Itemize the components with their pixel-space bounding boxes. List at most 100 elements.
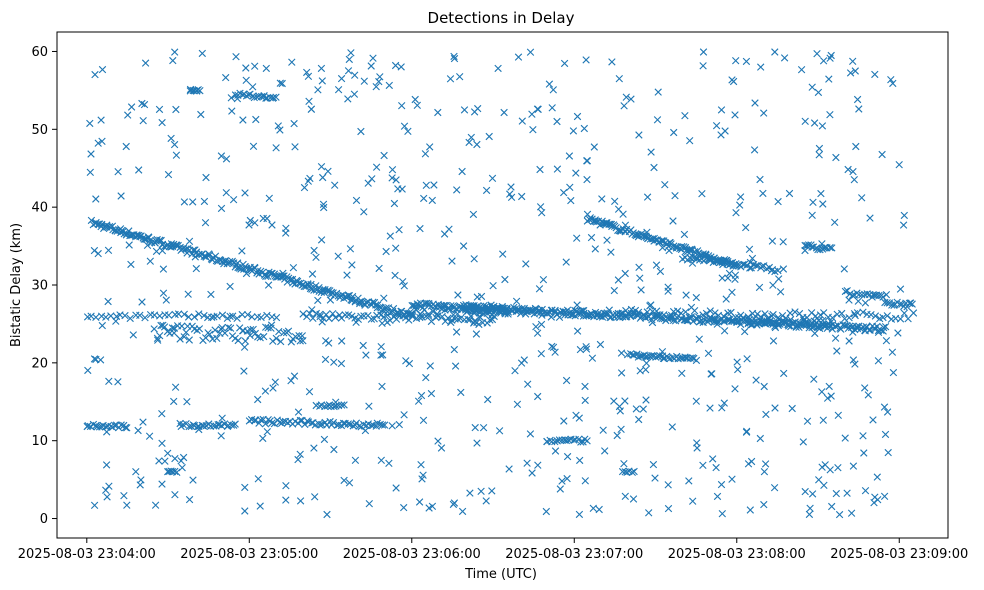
scatter-point	[234, 336, 242, 345]
scatter-point	[249, 142, 258, 150]
scatter-point	[621, 221, 630, 229]
scatter-point	[178, 464, 186, 472]
scatter-point	[434, 108, 442, 117]
x-axis-label: Time (UTC)	[464, 567, 537, 582]
scatter-point	[242, 64, 250, 72]
scatter-point	[278, 79, 286, 88]
scatter-point	[426, 362, 434, 370]
scatter-point	[591, 245, 599, 253]
scatter-point	[771, 404, 779, 412]
scatter-point	[576, 345, 585, 354]
scatter-point	[680, 230, 689, 239]
scatter-point	[499, 250, 507, 258]
scatter-point	[880, 492, 889, 500]
scatter-point	[431, 302, 439, 310]
x-tick-label: 2025-08-03 23:07:00	[505, 547, 643, 562]
scatter-point	[582, 345, 591, 353]
scatter-point	[464, 315, 472, 324]
scatter-point	[340, 401, 348, 409]
scatter-point	[762, 410, 770, 419]
scatter-point	[860, 449, 868, 457]
scatter-point	[852, 142, 860, 151]
scatter-point	[402, 357, 410, 365]
scatter-point	[617, 349, 626, 357]
scatter-point	[344, 67, 353, 75]
scatter-point	[241, 507, 249, 515]
scatter-point	[582, 343, 590, 351]
scatter-point	[416, 224, 424, 233]
scatter-point	[246, 216, 254, 225]
scatter-point	[719, 312, 728, 320]
scatter-point	[454, 315, 462, 323]
scatter-point	[126, 314, 134, 323]
scatter-point	[826, 466, 834, 474]
scatter-point	[746, 506, 754, 514]
scatter-point	[395, 420, 403, 429]
scatter-point	[759, 189, 767, 198]
scatter-point	[392, 244, 400, 252]
scatter-point	[896, 315, 905, 323]
scatter-point	[120, 230, 128, 238]
scatter-point	[560, 59, 569, 68]
scatter-point	[379, 351, 387, 359]
scatter-point	[312, 253, 320, 261]
scatter-point	[430, 181, 438, 189]
scatter-point	[217, 325, 225, 333]
scatter-point	[539, 276, 548, 284]
scatter-point	[229, 312, 237, 320]
scatter-point	[272, 334, 280, 343]
scatter-point	[305, 388, 314, 396]
scatter-point	[229, 196, 238, 204]
scatter-point	[308, 306, 316, 314]
scatter-point	[828, 314, 837, 322]
x-tick-label: 2025-08-03 23:05:00	[180, 547, 318, 562]
scatter-point	[200, 252, 208, 260]
scatter-point	[375, 264, 383, 273]
scatter-point	[658, 244, 667, 252]
scatter-point	[139, 117, 147, 125]
scatter-point	[372, 163, 381, 171]
scatter-point	[616, 407, 624, 415]
scatter-point	[728, 288, 736, 296]
scatter-point	[459, 242, 468, 250]
scatter-point	[841, 434, 849, 442]
scatter-point	[210, 422, 218, 430]
scatter-point	[789, 319, 797, 327]
scatter-point	[173, 468, 181, 476]
scatter-point	[551, 447, 560, 455]
scatter-point	[246, 326, 255, 334]
scatter-point	[367, 315, 376, 323]
scatter-point	[344, 292, 352, 300]
scatter-point	[268, 419, 276, 427]
scatter-point	[251, 219, 259, 227]
scatter-point	[861, 327, 869, 335]
scatter-point	[635, 415, 643, 424]
scatter-point	[536, 165, 544, 174]
scatter-point	[580, 124, 588, 133]
scatter-point	[361, 426, 370, 435]
scatter-point	[849, 57, 857, 65]
scatter-point	[665, 246, 673, 255]
scatter-point	[249, 83, 257, 91]
scatter-point	[434, 437, 442, 445]
scatter-point	[391, 271, 399, 280]
scatter-point	[368, 175, 376, 183]
scatter-point	[296, 337, 304, 345]
scatter-point	[475, 320, 483, 329]
scatter-point	[352, 196, 361, 205]
scatter-point	[355, 422, 363, 430]
scatter-point	[884, 448, 892, 457]
scatter-point	[261, 420, 270, 428]
scatter-point	[132, 468, 140, 476]
scatter-point	[908, 300, 916, 308]
scatter-point	[480, 302, 488, 310]
scatter-point	[845, 296, 853, 304]
scatter-point	[549, 86, 557, 94]
scatter-point	[253, 269, 261, 277]
scatter-point	[340, 476, 348, 485]
scatter-point	[514, 53, 523, 61]
scatter-point	[180, 198, 189, 206]
scatter-point	[874, 357, 883, 365]
scatter-point	[601, 447, 609, 455]
scatter-point	[542, 507, 550, 516]
